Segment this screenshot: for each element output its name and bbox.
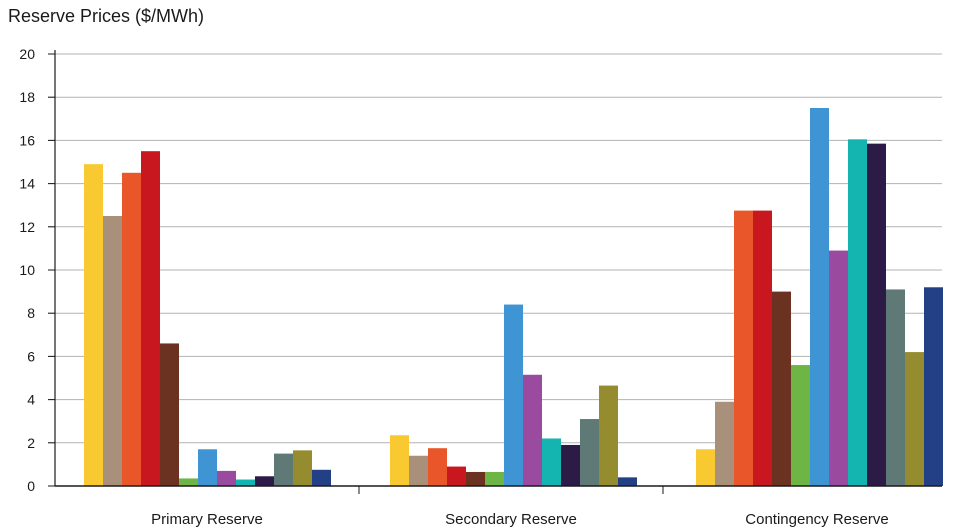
- bar-2-2: [409, 455, 428, 486]
- bar-1-6: [179, 478, 198, 486]
- bar-3-8: [829, 250, 848, 486]
- bar-2-13: [618, 477, 637, 486]
- bar-2-6: [485, 471, 504, 486]
- bar-1-11: [274, 453, 293, 486]
- bar-2-8: [523, 374, 542, 486]
- bar-1-4: [141, 151, 160, 486]
- bar-3-3: [734, 210, 753, 486]
- grid-lines: [48, 53, 942, 444]
- bar-3-7: [810, 108, 829, 486]
- y-tick-label: 4: [27, 392, 35, 408]
- y-tick-label: 8: [27, 305, 35, 321]
- bar-1-7: [198, 449, 217, 486]
- bar-3-12: [905, 352, 924, 486]
- bar-3-10: [867, 143, 886, 486]
- bar-3-4: [753, 210, 772, 486]
- y-tick-label: 0: [27, 478, 35, 494]
- bar-2-9: [542, 438, 561, 486]
- bar-1-10: [255, 476, 274, 486]
- category-label: Primary Reserve: [151, 511, 263, 528]
- bar-3-13: [924, 287, 943, 486]
- category-labels: Primary Reserve Secondary Reserve Continge…: [151, 511, 889, 528]
- bar-1-9: [236, 479, 255, 486]
- category-label: Contingency Reserve: [745, 511, 888, 528]
- bar-2-1: [390, 435, 409, 486]
- bar-3-9: [848, 139, 867, 486]
- bar-1-3: [122, 172, 141, 487]
- chart-title: Reserve Prices ($/MWh): [8, 6, 205, 26]
- bars: [84, 108, 943, 487]
- y-axis-ticks: 0 2 4 6 8 10 12 14 16 18 20: [19, 46, 55, 494]
- bar-1-1: [84, 164, 103, 486]
- axes: [54, 50, 942, 494]
- y-tick-label: 2: [27, 435, 35, 451]
- bar-1-13: [312, 469, 331, 486]
- y-tick-label: 12: [19, 219, 35, 235]
- bar-1-8: [217, 470, 236, 486]
- category-label: Secondary Reserve: [445, 511, 577, 528]
- bar-3-1: [696, 449, 715, 486]
- bar-3-11: [886, 289, 905, 486]
- bar-2-7: [504, 304, 523, 486]
- bar-2-12: [599, 385, 618, 486]
- bar-2-5: [466, 471, 485, 486]
- bar-1-5: [160, 343, 179, 486]
- bar-3-2: [715, 401, 734, 486]
- bar-3-6: [791, 365, 810, 486]
- bar-2-3: [428, 448, 447, 486]
- bar-2-11: [580, 419, 599, 486]
- y-tick-label: 10: [19, 262, 35, 278]
- bar-1-12: [293, 450, 312, 486]
- y-tick-label: 6: [27, 348, 35, 364]
- bar-1-2: [103, 216, 122, 486]
- bar-3-5: [772, 291, 791, 486]
- bar-2-10: [561, 444, 580, 486]
- y-tick-label: 18: [19, 89, 35, 105]
- y-tick-label: 16: [19, 132, 35, 148]
- y-tick-label: 14: [19, 176, 35, 192]
- y-tick-label: 20: [19, 46, 35, 62]
- bar-2-4: [447, 466, 466, 486]
